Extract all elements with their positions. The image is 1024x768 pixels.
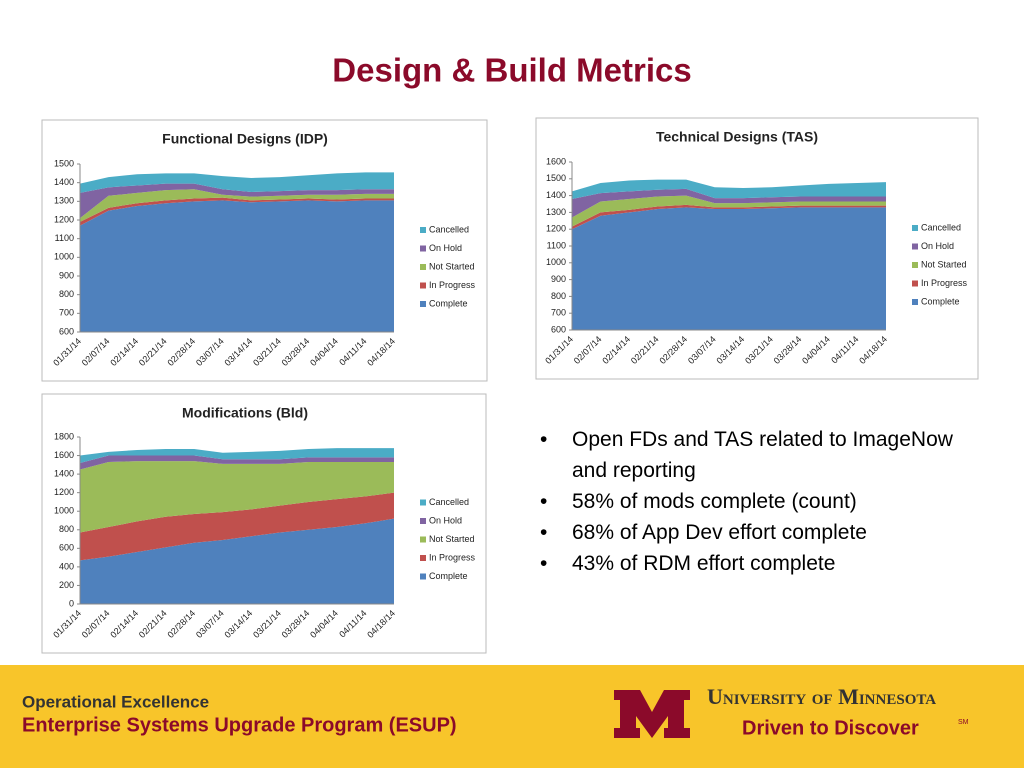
legend-label: Not Started [429,534,475,544]
footer-line2: Enterprise Systems Upgrade Program (ESUP… [22,714,457,736]
footer-band [0,665,1024,768]
legend-label: In Progress [429,280,476,290]
y-tick-label: 1000 [54,252,74,262]
legend-label: Cancelled [921,222,961,232]
legend-label: Cancelled [429,224,469,234]
y-tick-label: 1200 [54,487,74,497]
y-tick-label: 700 [551,308,566,318]
area [572,195,886,227]
legend-swatch [420,301,426,307]
y-tick-label: 800 [59,289,74,299]
y-tick-label: 800 [59,524,74,534]
y-tick-label: 1600 [54,450,74,460]
legend-swatch [420,499,426,506]
area [80,172,394,193]
legend-swatch [912,262,918,268]
legend-swatch [420,245,426,252]
y-tick-label: 1100 [547,240,566,250]
y-tick-label: 0 [69,598,74,608]
y-tick-label: 1600 [546,156,566,166]
y-tick-label: 1800 [54,431,74,441]
y-tick-label: 1300 [54,196,74,206]
umn-logo [614,690,690,738]
y-tick-label: 1500 [54,158,74,168]
chart-title: Technical Designs (TAS) [656,129,818,145]
legend-swatch [912,225,918,231]
legend-swatch [912,299,918,305]
university-name: University of Minnesota [707,684,936,709]
legend-label: Complete [429,571,468,581]
legend-swatch [912,243,918,250]
legend-label: On Hold [921,241,954,251]
y-tick-label: 700 [59,308,74,318]
y-tick-label: 800 [551,291,566,301]
legend-label: On Hold [429,243,462,253]
tagline: Driven to Discover [742,717,919,739]
area [572,179,886,199]
y-tick-label: 1200 [546,224,566,234]
legend-swatch [420,536,426,543]
legend-swatch [420,227,426,233]
y-tick-label: 1400 [546,190,566,200]
area [80,492,394,561]
area [80,455,394,470]
legend-label: Complete [429,298,468,308]
y-tick-label: 1400 [54,468,74,478]
legend-label: Not Started [921,259,967,269]
area [572,188,886,218]
footer-line1: Operational Excellence [22,692,209,711]
y-tick-label: 200 [59,580,74,590]
legend-label: Not Started [429,261,475,271]
service-mark: SM [958,719,969,726]
bullet: 58% of mods complete (count) [540,486,972,517]
legend-swatch [912,280,918,287]
y-tick-label: 600 [59,543,74,553]
y-tick-label: 900 [551,274,566,284]
legend-label: On Hold [429,515,462,525]
area [80,183,394,219]
legend-label: In Progress [921,278,968,288]
area [80,200,394,332]
slide-title: Design & Build Metrics [332,52,691,89]
legend-swatch [420,264,426,270]
area [80,461,394,533]
legend-label: Cancelled [429,497,469,507]
y-tick-label: 600 [551,324,566,334]
y-tick-label: 400 [59,561,74,571]
legend-label: Complete [921,296,960,306]
legend-swatch [420,518,426,524]
area [80,197,394,226]
y-tick-label: 1000 [54,506,74,516]
chart-title: Modifications (Bld) [182,405,308,421]
bullet: Open FDs and TAS related to ImageNow and… [540,424,972,486]
chart-title: Functional Designs (IDP) [162,131,328,147]
y-tick-label: 600 [59,326,74,336]
y-tick-label: 1200 [54,214,74,224]
bullet: 68% of App Dev effort complete [540,517,972,548]
y-tick-label: 1400 [54,177,74,187]
legend-label: In Progress [429,552,476,562]
y-tick-label: 1100 [55,233,74,243]
area [572,204,886,230]
area [80,518,394,604]
y-tick-label: 1300 [546,207,566,217]
area [80,189,394,222]
bullet-list: Open FDs and TAS related to ImageNow and… [540,424,972,579]
y-tick-label: 900 [59,270,74,280]
area [572,207,886,330]
legend-swatch [420,555,426,561]
area [80,448,394,463]
legend-swatch [420,282,426,289]
bullet: 43% of RDM effort complete [540,548,972,579]
y-tick-label: 1500 [546,173,566,183]
y-tick-label: 1000 [546,257,566,267]
legend-swatch [420,573,426,580]
